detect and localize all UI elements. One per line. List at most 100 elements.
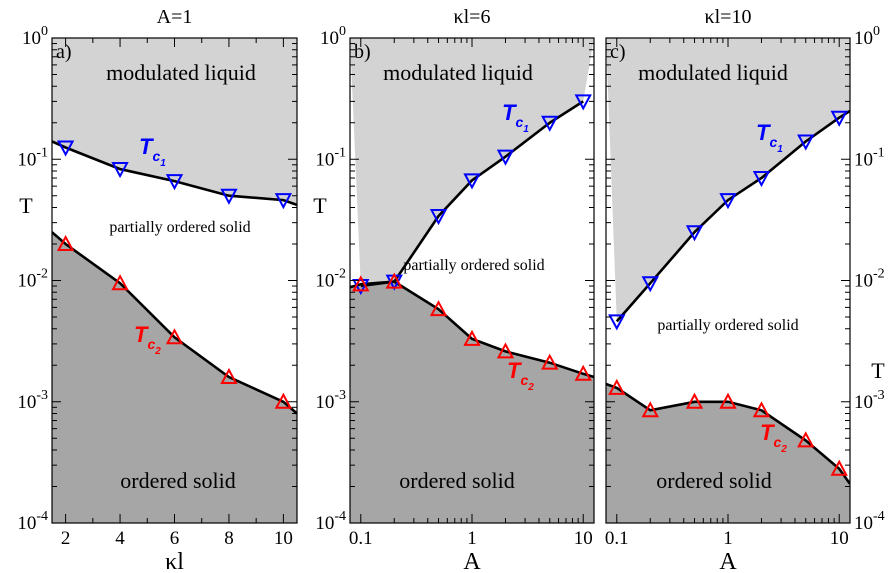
tc-sub: c [515, 114, 523, 130]
tc2-marker [541, 353, 559, 370]
tc-base: T [502, 100, 517, 125]
region-fills [606, 38, 850, 523]
x-tick-label: 0.1 [605, 528, 629, 549]
tc-subsub: 2 [154, 346, 161, 357]
tc2-line [606, 382, 850, 485]
region-labels: modulated liquid partially ordered solid o… [383, 60, 545, 493]
x-tick-label: 2 [61, 528, 71, 549]
region-label: partially ordered solid [109, 219, 250, 236]
y-tick-label: 10-2 [854, 267, 885, 292]
region-label: ordered solid [120, 468, 235, 493]
tc1-marker [541, 115, 559, 132]
tc2-marker [429, 300, 448, 317]
tc1-marker [685, 225, 704, 242]
region-label: partially ordered solid [657, 317, 798, 334]
region-label: ordered solid [399, 468, 514, 493]
tick-base: 10 [22, 28, 41, 49]
tick-exponent: -3 [334, 388, 346, 403]
y-tick-label: 10-3 [854, 388, 885, 413]
x-tick-label: 10 [574, 528, 593, 549]
region-fills [52, 38, 297, 523]
tc1-label: Tc1 [139, 134, 166, 169]
ordered-solid-region [52, 232, 297, 523]
tc2-marker [274, 392, 293, 409]
region-label: modulated liquid [106, 60, 256, 85]
tc2-marker [463, 329, 481, 346]
x-tick-label: 1 [723, 528, 733, 549]
tick-base: 10 [315, 392, 334, 413]
series-lines [350, 100, 594, 379]
region-label: ordered solid [656, 468, 771, 493]
tc-subsub: 1 [160, 158, 166, 169]
y-ticks [350, 37, 594, 524]
modulated-liquid-region [350, 38, 594, 286]
tc1-label: Tc1 [502, 100, 529, 135]
tc1-marker [429, 209, 448, 226]
tick-exponent: -1 [334, 145, 346, 160]
tick-exponent: -2 [873, 267, 885, 282]
y-tick-label: 10-1 [315, 145, 346, 170]
y-tick-label: 100 [854, 24, 880, 49]
y-tick-label: 100 [22, 24, 48, 49]
modulated-liquid-region [606, 38, 850, 322]
tc1-marker [719, 193, 737, 210]
y-tick-label: 10-4 [17, 509, 48, 534]
y-tick-label: 10-3 [315, 388, 346, 413]
tc1-marker [641, 276, 659, 293]
tick-exponent: -4 [334, 509, 346, 524]
tc1-marker [830, 110, 848, 127]
panel-letter: a) [56, 41, 72, 63]
tc2-label: Tc2 [134, 322, 161, 357]
tc2-line [350, 280, 594, 379]
y-tick-label: 10-4 [315, 509, 346, 534]
x-tick-label: 8 [224, 528, 234, 549]
tc2-marker [641, 401, 659, 418]
tc1-marker [496, 149, 515, 166]
tc2-marker [385, 272, 403, 289]
ordered-solid-region [350, 281, 594, 523]
tick-base: 10 [315, 271, 334, 292]
tc1-marker [56, 140, 75, 157]
tc-sub: c [520, 372, 528, 388]
tick-base: 10 [315, 149, 334, 170]
tc1-marker [463, 173, 481, 190]
tick-base: 10 [320, 28, 339, 49]
ordered-solid-region-edge [350, 286, 361, 523]
x-tick-label: 4 [115, 528, 125, 549]
region-label: modulated liquid [638, 60, 788, 85]
tc1-line [52, 140, 297, 207]
tick-base: 10 [17, 513, 36, 534]
tc1-marker [165, 174, 184, 191]
y-axis-label: T [313, 193, 327, 218]
tick-base: 10 [17, 149, 36, 170]
region-labels: modulated liquid partially ordered solid o… [106, 60, 256, 493]
tick-base: 10 [17, 392, 36, 413]
tick-exponent: -4 [873, 509, 885, 524]
tc1-marker [797, 134, 815, 151]
ordered-solid-region [606, 384, 850, 523]
x-tick-labels: 2 4 6 8 10 [61, 528, 293, 549]
tc1-marker [608, 314, 626, 331]
tc2-marker [719, 392, 737, 409]
tc-sub: c [773, 434, 781, 450]
tc1-marker [220, 188, 238, 205]
tick-exponent: -3 [36, 388, 48, 403]
x-axis-label: A [463, 549, 481, 573]
tc-subsub: 1 [523, 124, 529, 135]
x-tick-labels: 0.1 1 10 [605, 528, 849, 549]
x-tick-label: 10 [274, 528, 293, 549]
tick-exponent: -3 [873, 388, 885, 403]
x-ticks [65, 38, 284, 523]
tc-sub: c [769, 134, 777, 150]
series-lines [606, 109, 850, 485]
tc2-marker [797, 431, 815, 448]
panel-title: A=1 [157, 6, 193, 28]
tc2-marker [752, 401, 771, 418]
tc2-marker [830, 459, 848, 476]
tick-exponent: 0 [873, 24, 880, 39]
tc2-marker [111, 274, 129, 291]
